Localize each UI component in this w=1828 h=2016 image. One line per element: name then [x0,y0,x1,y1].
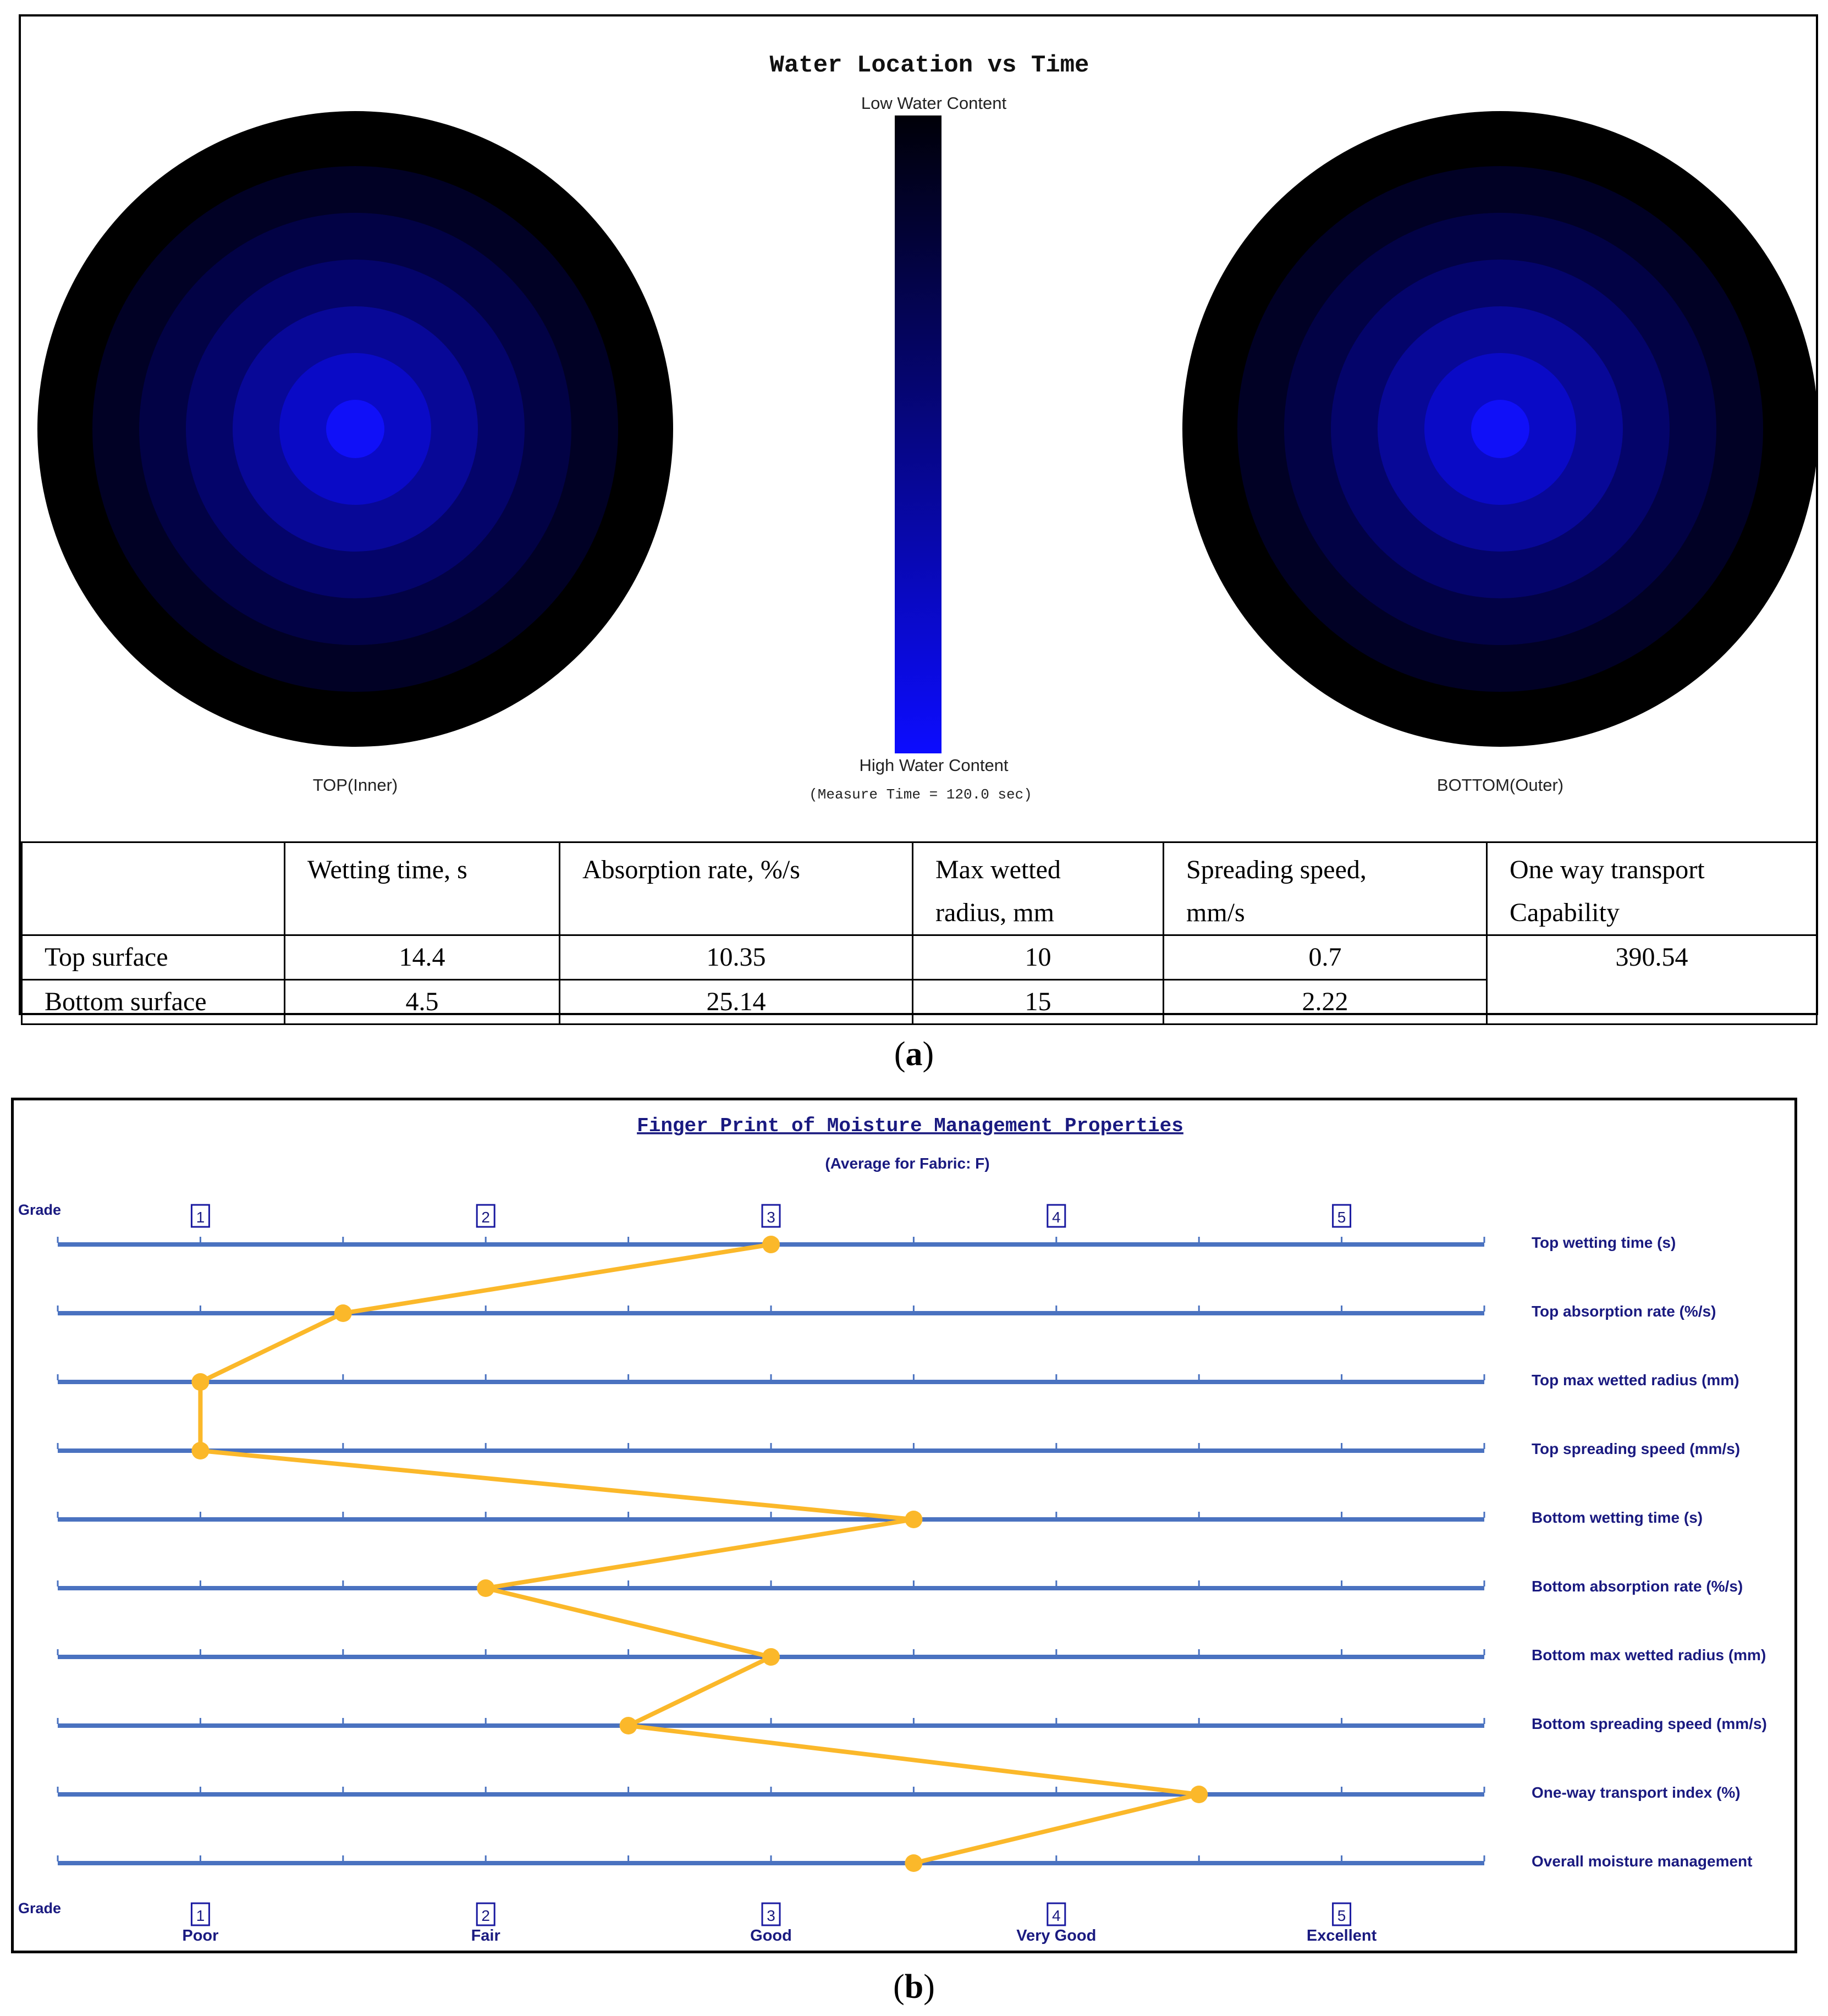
chart-title: Finger Print of Moisture Management Prop… [637,1115,1183,1137]
property-label: One-way transport index (%) [1532,1784,1741,1801]
table-header-cell: Wetting time, s [284,841,560,936]
grade-description: Poor [182,1927,218,1945]
fingerprint-point [762,1648,780,1666]
grade-number: 5 [1337,1907,1346,1924]
grade-box [1047,1204,1066,1228]
table-header-row: Wetting time, s Absorption rate, %/s Max… [21,841,1818,936]
measure-time-label: (Measure Time = 120.0 sec) [809,786,1032,803]
bottom-outer-label: BOTTOM(Outer) [1437,775,1563,795]
fingerprint-point [334,1304,352,1322]
table-cell: 4.5 [284,979,560,1025]
fingerprint-point [191,1373,210,1391]
water-location-svg: Water Location vs Time Low Water Content… [37,52,1816,803]
fingerprint-point [1190,1786,1208,1803]
top-inner-water-map [37,111,673,747]
moisture-data-table: Wetting time, s Absorption rate, %/s Max… [21,841,1818,1025]
grade-description: Very Good [1016,1927,1096,1945]
grade-box [1332,1902,1352,1926]
panel-a-label: (a) [894,1035,934,1073]
panel-b-label: (b) [893,1968,935,2006]
legend-low-label: Low Water Content [861,93,1007,113]
grade-box [476,1902,495,1926]
fingerprint-line [198,1242,1202,1865]
grade-box [1332,1204,1352,1228]
property-label: Top wetting time (s) [1532,1234,1676,1251]
grade-box [761,1902,781,1926]
fingerprint-point [762,1236,780,1253]
grade-description: Good [750,1927,792,1945]
table-cell: 2.22 [1163,979,1488,1025]
chart-subtitle: (Average for Fabric: F) [825,1155,989,1172]
grade-number: 2 [481,1907,490,1924]
one-way-transport-cell: 390.54 [1486,934,1818,1025]
property-label: Overall moisture management [1532,1853,1752,1870]
water-content-color-bar [895,115,941,753]
table-header-cell [21,841,285,936]
property-label: Bottom spreading speed (mm/s) [1532,1715,1767,1732]
bottom-outer-water-map [1182,111,1816,747]
panel-b: Finger Print of Moisture Management Prop… [11,1098,1797,1953]
grade-number: 1 [196,1907,205,1924]
water-ring-7 [1471,400,1529,458]
fingerprint-point [619,1717,637,1734]
fingerprint-point [477,1579,495,1597]
grade-number: 2 [481,1209,490,1226]
fingerprint-point [191,1442,210,1459]
fingerprint-grid [57,1237,1485,1865]
water-ring-7 [326,400,384,458]
fingerprint-point [905,1854,923,1872]
top-inner-label: TOP(Inner) [313,775,398,795]
table-cell: 15 [912,979,1164,1025]
grade-axis-label: Grade [18,1202,61,1218]
grade-description: Excellent [1307,1927,1377,1945]
grade-box [190,1204,210,1228]
property-label: Bottom absorption rate (%/s) [1532,1578,1743,1595]
grade-number: 1 [196,1209,205,1226]
grade-box [190,1902,210,1926]
grade-number: 3 [767,1209,775,1226]
grade-description: Fair [471,1927,500,1945]
table-cell: 14.4 [284,934,560,981]
table-header-cell: Absorption rate, %/s [559,841,913,936]
grade-number: 3 [767,1907,775,1924]
grade-box [761,1204,781,1228]
grade-box [1047,1902,1066,1926]
property-label: Top absorption rate (%/s) [1532,1303,1716,1320]
row-label: Top surface [21,934,285,981]
property-label: Top spreading speed (mm/s) [1532,1440,1740,1457]
legend-high-label: High Water Content [859,756,1008,775]
table-header-cell: Max wetted radius, mm [912,841,1164,936]
table-cell: 25.14 [559,979,913,1025]
fingerprint-series [191,1236,1208,1872]
table-header-cell: Spreading speed, mm/s [1163,841,1488,936]
table-row: Bottom surface 4.5 25.14 15 2.22 [21,979,1817,1025]
table-cell: 0.7 [1163,934,1488,981]
grade-box [476,1204,495,1228]
table-cell: 10.35 [559,934,913,981]
water-location-title: Water Location vs Time [770,52,1089,79]
water-location-area: Water Location vs Time Low Water Content… [21,16,1816,841]
table-header-cell: One way transport Capability [1486,841,1818,936]
fingerprint-point [905,1511,923,1528]
fingerprint-labels: Grade Grade 1 1 Poor 2 2 Fair 3 3 Good 4 4 Very Good 5… [18,1202,1767,1945]
property-label: Top max wetted radius (mm) [1532,1371,1739,1389]
grade-number: 5 [1337,1209,1346,1226]
table-row: Top surface 14.4 10.35 10 0.7 390.54 [21,934,1818,1025]
row-label: Bottom surface [21,979,285,1025]
table-cell: 10 [912,934,1164,981]
fingerprint-chart: Finger Print of Moisture Management Prop… [18,1115,1767,1945]
grade-number: 4 [1052,1209,1061,1226]
property-label: Bottom max wetted radius (mm) [1532,1646,1766,1664]
grade-number: 4 [1052,1907,1061,1924]
grade-axis-label: Grade [18,1900,61,1916]
panel-a: Water Location vs Time Low Water Content… [19,14,1818,1025]
property-label: Bottom wetting time (s) [1532,1509,1703,1526]
